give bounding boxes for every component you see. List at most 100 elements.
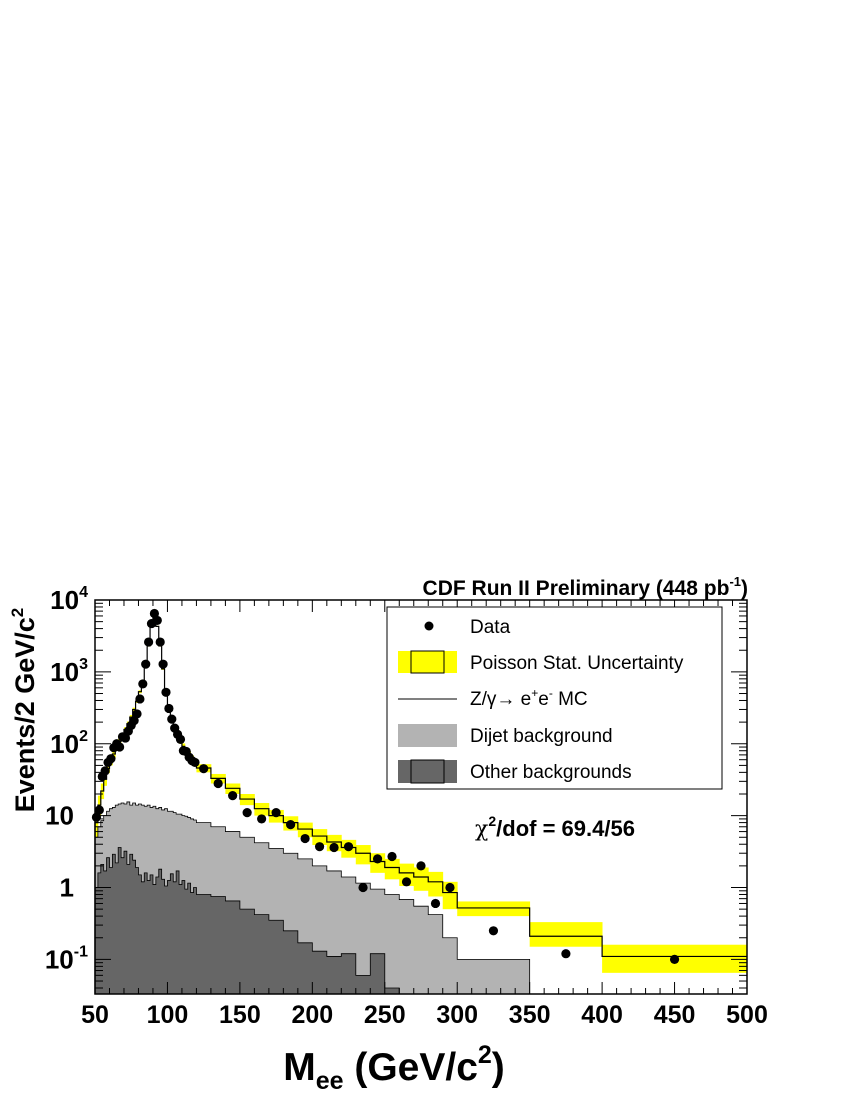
x-tick-label-9: 500: [726, 1001, 768, 1029]
x-tick-label-2: 150: [219, 1001, 261, 1029]
data-point-18: [144, 637, 154, 647]
y-tick-label-1: 1: [60, 873, 74, 903]
y-tick-label-5: 104: [50, 584, 88, 615]
x-tick-label-8: 450: [654, 1001, 696, 1029]
data-point-22: [155, 637, 165, 647]
data-point-52: [445, 882, 455, 893]
data-point-47: [372, 854, 383, 864]
y-tick-label-3: 102: [50, 728, 88, 759]
data-point-42: [300, 833, 310, 844]
mc-label-a: Z/γ→ e: [470, 689, 531, 710]
legend-data-marker: [424, 621, 434, 631]
y-tick-label-2: 10: [45, 801, 74, 831]
legend-other-swatch-band: [398, 760, 457, 783]
chi2-sup: 2: [488, 813, 496, 829]
data-point-54: [561, 949, 571, 959]
data-point-3: [100, 766, 110, 776]
x-label-mid: (GeV/c: [344, 1046, 478, 1089]
data-point-45: [343, 842, 354, 852]
stat-band-bin-46: [355, 845, 371, 865]
stat-band-bin-43: [312, 829, 328, 846]
axis-ticks: [94, 599, 748, 994]
data-point-44: [329, 842, 339, 853]
chi2-rest: /dof = 69.4/56: [496, 816, 635, 841]
legend-dijet-swatch: [398, 724, 457, 747]
data-point-10: [120, 733, 131, 743]
legend-data-label: Data: [470, 617, 511, 638]
x-tick-label-0: 50: [81, 1001, 109, 1029]
chart-title: CDF Run II Preliminary (448 pb-1): [423, 574, 748, 600]
mc-label-mid: e: [538, 689, 549, 710]
chi2-symbol: χ: [475, 817, 488, 842]
data-point-20: [149, 608, 160, 619]
stat-band-bin-48: [384, 858, 400, 880]
title-text: CDF Run II Preliminary (448 pb: [423, 577, 730, 600]
plot-area: [91, 608, 748, 995]
legend-other-label: Other backgrounds: [470, 762, 632, 783]
y-label-main: Events/2 GeV/c: [10, 617, 40, 812]
legend-stat-swatch-band: [398, 651, 457, 673]
data-point-46: [358, 882, 368, 893]
y-label-sup: 2: [8, 608, 27, 617]
data-point-37: [228, 790, 238, 801]
data-point-40: [271, 808, 281, 818]
x-tick-label-4: 250: [364, 1001, 406, 1029]
data-point-35: [199, 764, 209, 774]
x-tick-label-5: 300: [436, 1001, 478, 1029]
legend-stat-label: Poisson Stat. Uncertainty: [470, 653, 684, 674]
x-label-main: M: [283, 1046, 316, 1089]
stat-band-bin-39: [254, 802, 270, 816]
data-point-39: [257, 814, 267, 824]
stat-band-bin-42: [297, 822, 313, 838]
x-axis-label: Mee (GeV/c2): [283, 1041, 505, 1095]
legend-dijet-label: Dijet background: [470, 726, 613, 747]
mc-label-tail: MC: [553, 689, 588, 710]
legend-box: [386, 606, 723, 790]
data-point-36: [213, 778, 223, 789]
data-point-53: [488, 926, 499, 936]
data-point-5: [106, 754, 116, 764]
x-tick-label-7: 400: [581, 1001, 623, 1029]
data-point-14: [132, 709, 142, 719]
chi2-annotation: χ2/dof = 69.4/56: [475, 813, 635, 842]
mc-label-sup1: +: [531, 686, 538, 700]
x-label-sup: 2: [478, 1041, 492, 1069]
data-point-49: [401, 877, 412, 887]
data-point-0: [91, 812, 102, 822]
data-point-34: [190, 757, 200, 768]
data-point-21: [152, 615, 162, 626]
x-label-tail: ): [492, 1046, 505, 1089]
stat-band-bin-50: [413, 867, 429, 891]
data-point-43: [314, 842, 325, 852]
stat-band-bin-51: [428, 871, 444, 897]
stat-band-bin-54: [529, 922, 603, 947]
legend-stat-swatch-box: [410, 650, 445, 674]
data-point-17: [141, 659, 151, 669]
x-tick-label-6: 350: [509, 1001, 551, 1029]
data-point-1: [94, 805, 104, 815]
data-point-38: [242, 808, 252, 818]
x-tick-label-1: 100: [147, 1001, 189, 1029]
y-tick-label-0: 10-1: [45, 943, 88, 974]
data-point-55: [669, 954, 680, 964]
data-point-8: [115, 742, 125, 752]
data-point-26: [167, 714, 177, 724]
plot-border: [94, 599, 748, 995]
x-label-sub: ee: [316, 1067, 344, 1095]
x-tick-label-3: 200: [291, 1001, 333, 1029]
data-point-16: [138, 679, 148, 689]
data-point-48: [387, 851, 397, 862]
data-point-41: [286, 820, 296, 830]
title-tail: ): [741, 577, 748, 600]
title-superscript: -1: [729, 574, 741, 589]
y-tick-label-4: 103: [50, 656, 88, 687]
data-point-24: [161, 687, 171, 697]
data-point-29: [175, 734, 186, 744]
data-point-25: [164, 703, 174, 714]
data-point-50: [416, 861, 426, 871]
tick-labels: 50 100 150 200 250 300 350 400 450 500 10-1 1 10 102 1…: [45, 584, 768, 1029]
legend: Data Poisson Stat. Uncertainty Z/γ→ e+e-…: [386, 606, 723, 790]
other-histogram: [94, 847, 747, 995]
y-axis-label: Events/2 GeV/c2: [8, 608, 40, 813]
